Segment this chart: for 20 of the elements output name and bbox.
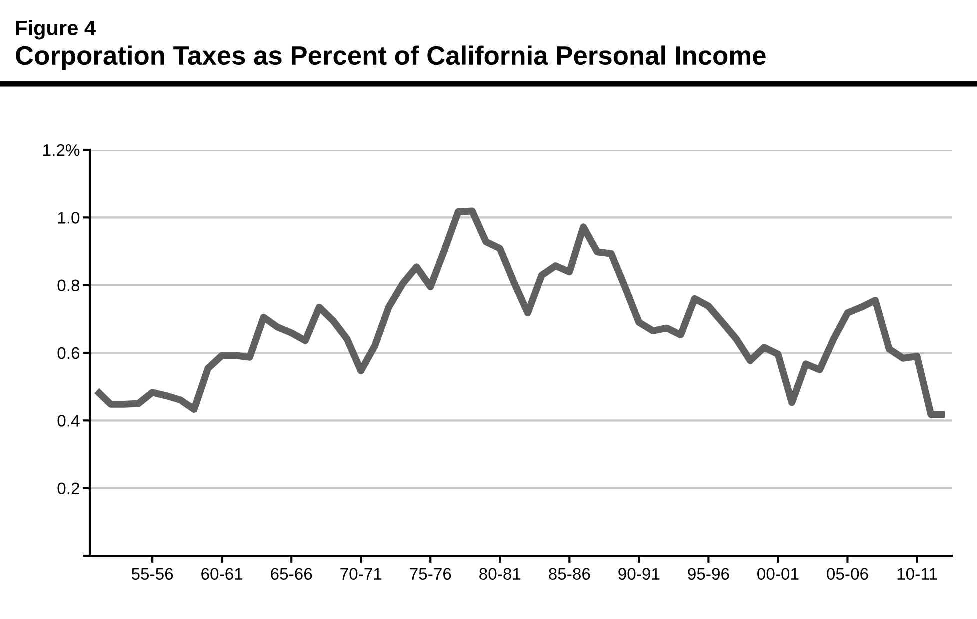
x-tick-label: 85-86 <box>549 568 590 580</box>
y-tick-label: 1.0 <box>58 212 80 224</box>
y-tick-label: 0.4 <box>58 415 80 427</box>
x-tick-label: 65-66 <box>271 568 312 580</box>
x-tick-label: 90-91 <box>618 568 660 580</box>
chart-title: Corporation Taxes as Percent of California Personal Income <box>16 46 766 70</box>
x-tick-label: 95-96 <box>688 568 730 580</box>
x-tick-label: 00-01 <box>758 568 799 580</box>
x-tick-label: 75-76 <box>410 568 452 580</box>
y-tick-label: 1.2% <box>44 144 80 156</box>
x-tick-label: 60-61 <box>202 568 243 580</box>
y-tick-label: 0.2 <box>58 482 80 495</box>
chart-subtitle: Figure 4 <box>16 20 96 40</box>
y-tick-label: 0.6 <box>58 347 80 360</box>
x-tick-label: 10-11 <box>898 568 938 580</box>
x-tick-label: 05-06 <box>827 568 868 580</box>
x-tick-label: 70-71 <box>340 568 382 580</box>
x-tick-label: 80-81 <box>480 568 521 580</box>
y-tick-label: 0.8 <box>58 280 80 292</box>
x-tick-label: 55-56 <box>132 568 174 580</box>
